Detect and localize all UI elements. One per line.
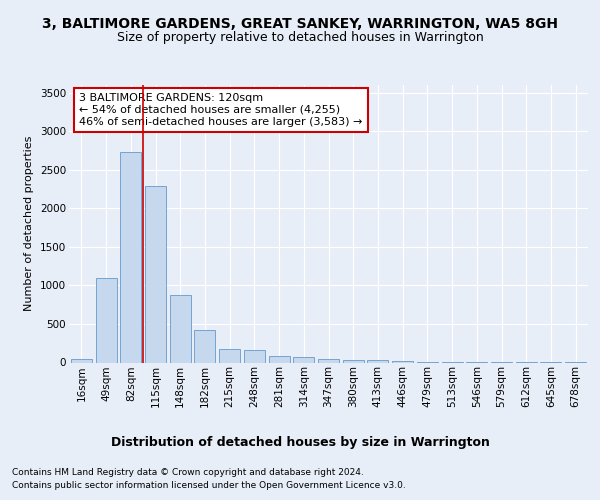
- Text: 3 BALTIMORE GARDENS: 120sqm
← 54% of detached houses are smaller (4,255)
46% of : 3 BALTIMORE GARDENS: 120sqm ← 54% of det…: [79, 94, 363, 126]
- Text: 3, BALTIMORE GARDENS, GREAT SANKEY, WARRINGTON, WA5 8GH: 3, BALTIMORE GARDENS, GREAT SANKEY, WARR…: [42, 18, 558, 32]
- Text: Size of property relative to detached houses in Warrington: Size of property relative to detached ho…: [116, 31, 484, 44]
- Bar: [219, 350, 240, 362]
- Bar: [343, 360, 364, 362]
- Bar: [318, 358, 339, 362]
- Bar: [194, 330, 215, 362]
- Y-axis label: Number of detached properties: Number of detached properties: [25, 136, 34, 312]
- Bar: [244, 350, 265, 362]
- Bar: [170, 296, 191, 362]
- Text: Contains HM Land Registry data © Crown copyright and database right 2024.: Contains HM Land Registry data © Crown c…: [12, 468, 364, 477]
- Bar: [95, 278, 116, 362]
- Text: Contains public sector information licensed under the Open Government Licence v3: Contains public sector information licen…: [12, 482, 406, 490]
- Bar: [145, 186, 166, 362]
- Bar: [269, 356, 290, 362]
- Text: Distribution of detached houses by size in Warrington: Distribution of detached houses by size …: [110, 436, 490, 449]
- Bar: [120, 152, 141, 362]
- Bar: [71, 359, 92, 362]
- Bar: [392, 361, 413, 362]
- Bar: [367, 360, 388, 362]
- Bar: [293, 358, 314, 362]
